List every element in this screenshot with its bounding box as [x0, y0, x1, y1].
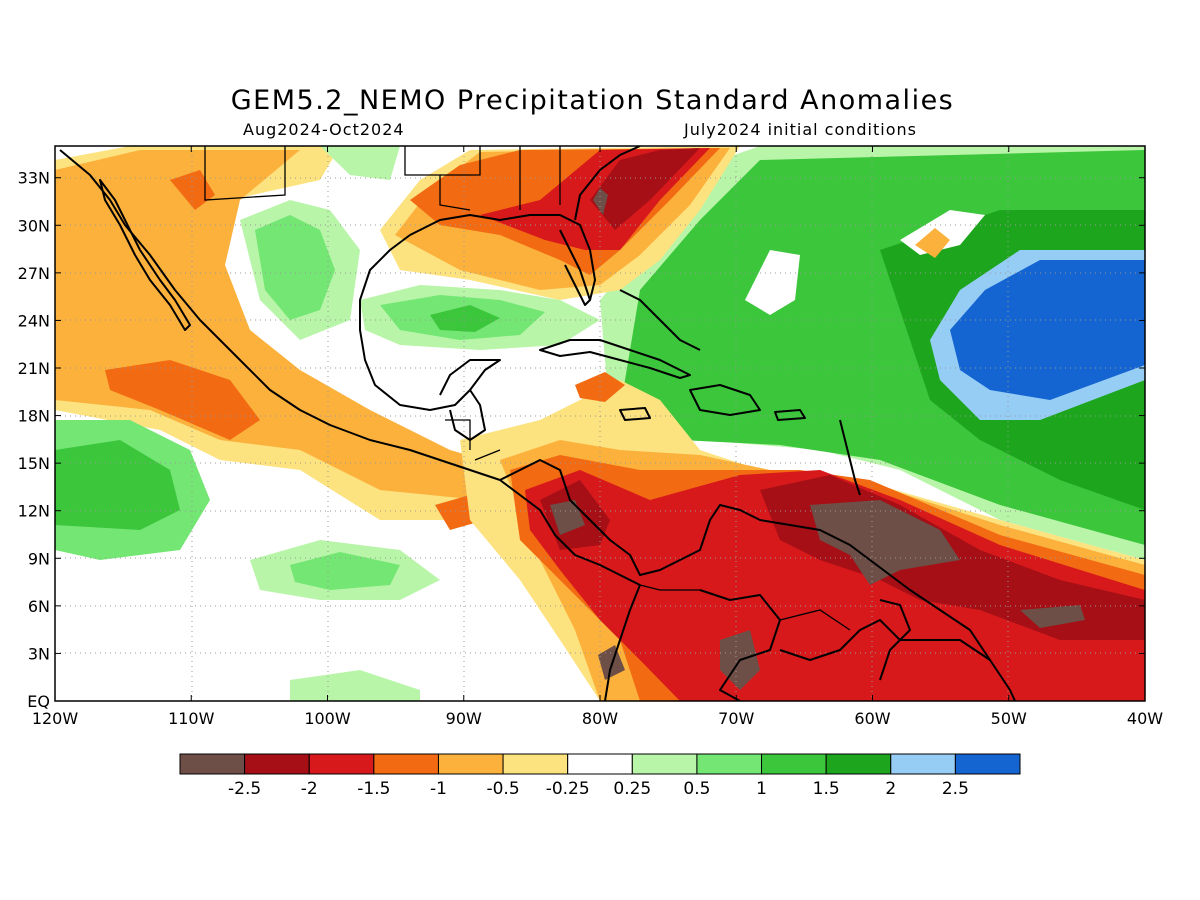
colorbar-label: 0.25 [613, 779, 651, 799]
lat-label: 9N [28, 549, 50, 568]
colorbar-swatch [567, 753, 633, 775]
lon-label: 40W [1127, 709, 1163, 728]
colorbar-label: -0.25 [546, 779, 590, 799]
cuba [539, 339, 691, 379]
coastlines [59, 146, 1016, 701]
gulf-wet-core [430, 305, 500, 332]
pacific-wet-west-core [55, 440, 180, 530]
us-dry-extreme [590, 148, 700, 230]
colorbar-swatch [373, 753, 439, 775]
lon-label: 110W [168, 709, 215, 728]
lat-label: 24N [18, 311, 50, 330]
lat-label: 6N [28, 597, 50, 616]
us-gulf-coast [409, 214, 596, 301]
colorbar-label: 2.5 [942, 779, 969, 799]
south-america-pacific [604, 584, 641, 701]
caribbean-dry-intense [525, 470, 1145, 701]
colorbar-label: -0.5 [486, 779, 519, 799]
venezuela-brazil-border [779, 619, 991, 661]
colorbar-label: -2.5 [228, 779, 261, 799]
colorbar-swatch [502, 753, 569, 775]
caribbean-dry-max [550, 500, 585, 535]
colorbar-swatch [761, 753, 827, 775]
yucatan [449, 389, 486, 441]
lon-label: 90W [446, 709, 482, 728]
mexico-dry-strong-2 [170, 170, 215, 210]
bahamas [619, 289, 701, 351]
colorbar-swatch [696, 753, 763, 775]
colorbar-swatch [308, 753, 375, 775]
colorbar-label: -1 [430, 779, 447, 799]
colorbar-swatch [631, 753, 698, 775]
lesser-antilles [839, 419, 861, 496]
forecast-period: Aug2024-Oct2024 [243, 120, 405, 139]
gridlines [55, 146, 1145, 701]
lat-label: 21N [18, 359, 50, 378]
florida [559, 229, 591, 306]
colorbar-label: -2 [301, 779, 318, 799]
colorbar-label: 1 [756, 779, 767, 799]
atlantic-white-patch [745, 250, 800, 315]
chart-title: GEM5.2_NEMO Precipitation Standard Anoma… [230, 85, 955, 116]
us-wet-north [320, 146, 400, 180]
lat-label: EQ [27, 692, 50, 711]
lon-label: 70W [718, 709, 754, 728]
colorbar-label: 1.5 [813, 779, 840, 799]
lat-label: 15N [18, 454, 50, 473]
us-atlantic-coast [574, 146, 641, 221]
atlantic-dry-spot [915, 228, 950, 258]
guianas [879, 599, 911, 681]
mexico-dry-strong [105, 360, 260, 440]
lat-label: 27N [18, 264, 50, 283]
mexico-pacific-coast [59, 149, 641, 586]
colorbar-swatch [825, 753, 892, 775]
atlantic-wet-max [950, 260, 1145, 400]
lon-label: 80W [582, 709, 618, 728]
colorbar-label: 0.5 [683, 779, 710, 799]
lon-label: 50W [991, 709, 1027, 728]
baja-california [99, 179, 191, 331]
anomaly-fields [55, 146, 1145, 701]
mexico-wet [255, 215, 335, 320]
colorbar-swatch [179, 753, 246, 775]
hispaniola [689, 384, 761, 416]
colorbar-label: -1.5 [357, 779, 390, 799]
colorbar-swatch [954, 753, 1021, 775]
lat-label: 12N [18, 502, 50, 521]
colorbar-swatch [244, 753, 310, 775]
lat-label: 18N [18, 407, 50, 426]
pacific-wet-mid-core [290, 552, 400, 590]
lon-label: 100W [304, 709, 351, 728]
lat-label: 30N [18, 216, 50, 235]
puerto-rico [774, 409, 806, 421]
jamaica [619, 407, 651, 421]
pacific-wet-south [290, 670, 420, 701]
central-america [499, 459, 1016, 701]
colorbar-swatch [437, 753, 504, 775]
gulf-coast-mexico [359, 234, 501, 411]
colombia-venezuela-border [699, 589, 781, 701]
initial-conditions: July2024 initial conditions [684, 120, 917, 139]
lon-label: 60W [854, 709, 890, 728]
colorbar: -2.5 -2 -1.5 -1 -0.5 -0.25 0.25 0.5 1 1.5 2 2.5 [179, 753, 1021, 799]
latitude-axis: EQ 3N 6N 9N 12N 15N 18N 21N 24N 27N 30N 33N [18, 169, 1145, 711]
borders [204, 146, 851, 631]
longitude-axis: 120W 110W 100W 90W 80W 70W 60W 50W 40W [32, 146, 1163, 728]
colorbar-label: 2 [885, 779, 896, 799]
guiana-dry-max [1020, 605, 1085, 628]
lat-label: 3N [28, 644, 50, 663]
lon-label: 120W [32, 709, 79, 728]
lat-label: 33N [18, 169, 50, 188]
venezuela-dry-max [810, 500, 960, 585]
colorbar-swatch [890, 753, 956, 775]
